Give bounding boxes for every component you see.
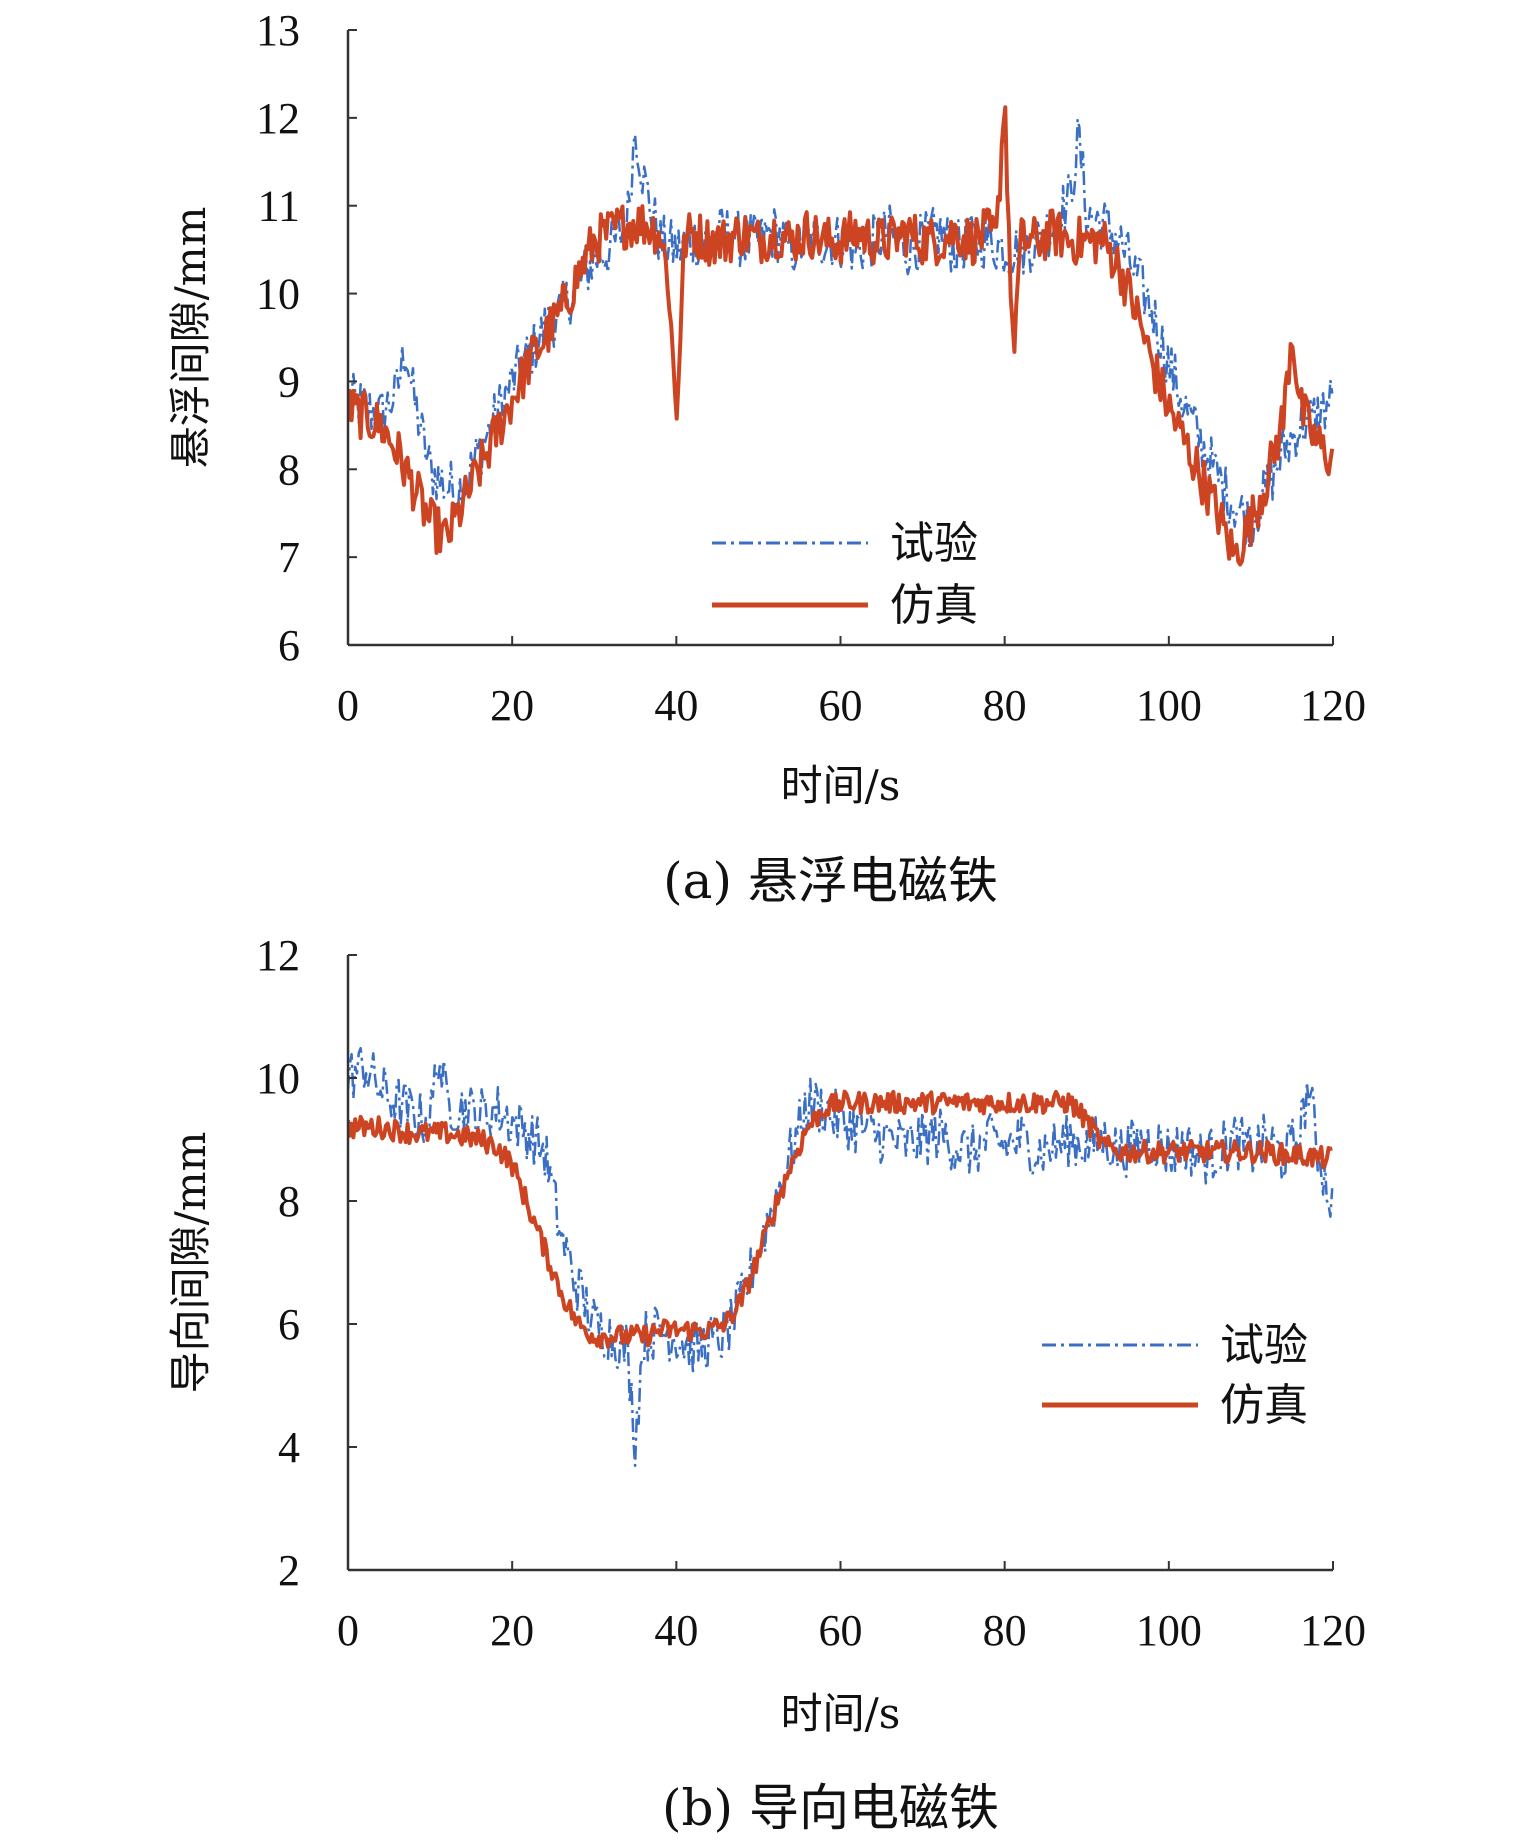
legend-test-label: 试验 — [1220, 1320, 1308, 1371]
y-tick-label: 12 — [256, 931, 300, 980]
series-sim-line — [348, 105, 1335, 567]
legend-sim-label: 仿真 — [890, 580, 978, 631]
y-axis-label: 导向间隙/mm — [166, 1132, 215, 1394]
x-tick-label: 80 — [983, 681, 1027, 730]
series-test-line — [348, 117, 1334, 549]
y-axis-label: 悬浮间隙/mm — [166, 207, 215, 469]
series-sim-line — [348, 1089, 1333, 1350]
y-tick-label: 8 — [278, 445, 300, 494]
x-tick-label: 80 — [983, 1606, 1027, 1655]
y-tick-label: 4 — [278, 1423, 300, 1472]
y-tick-label: 7 — [278, 533, 300, 582]
y-tick-label: 10 — [256, 1054, 300, 1103]
y-tick-label: 2 — [278, 1546, 300, 1595]
x-tick-label: 20 — [490, 1606, 534, 1655]
x-axis-label: 时间/s — [781, 761, 901, 810]
legend-test-label: 试验 — [890, 518, 978, 569]
y-tick-label: 6 — [278, 1300, 300, 1349]
legend-sim-label: 仿真 — [1220, 1380, 1308, 1431]
chart-a: 6 7 8 9 10 11 12 13 0 20 40 60 80 100 120 时间/s 悬浮间隙/mm 试验… — [166, 6, 1366, 910]
y-tick-label: 9 — [278, 357, 300, 406]
x-tick-label: 60 — [819, 1606, 863, 1655]
x-tick-label: 0 — [337, 1606, 359, 1655]
y-tick-label: 11 — [258, 182, 300, 231]
y-tick-label: 10 — [256, 270, 300, 319]
x-axis-label: 时间/s — [781, 1689, 901, 1738]
x-tick-label: 40 — [654, 681, 698, 730]
x-tick-label: 0 — [337, 681, 359, 730]
y-tick-label: 13 — [256, 6, 300, 55]
chart-caption: (a) 悬浮电磁铁 — [663, 852, 998, 910]
x-tick-label: 60 — [819, 681, 863, 730]
x-tick-label: 100 — [1136, 681, 1202, 730]
y-tick-label: 8 — [278, 1177, 300, 1226]
x-tick-label: 120 — [1300, 681, 1366, 730]
x-tick-label: 100 — [1136, 1606, 1202, 1655]
x-tick-label: 120 — [1300, 1606, 1366, 1655]
y-tick-label: 6 — [278, 621, 300, 670]
chart-caption: (b) 导向电磁铁 — [662, 1779, 999, 1837]
x-tick-label: 20 — [490, 681, 534, 730]
y-tick-label: 12 — [256, 94, 300, 143]
x-tick-label: 40 — [654, 1606, 698, 1655]
